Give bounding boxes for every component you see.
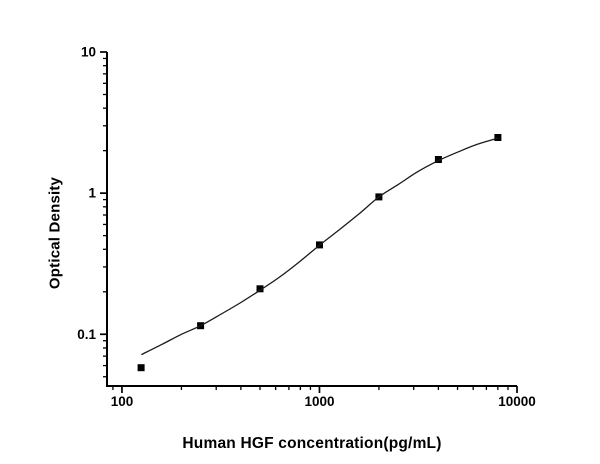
data-point-marker — [494, 134, 502, 141]
y-tick-label: 1 — [88, 186, 96, 201]
data-point-marker — [137, 364, 145, 372]
y-tick-label: 0.1 — [77, 327, 96, 342]
y-axis-title: Optical Density — [46, 176, 64, 290]
x-tick-label: 100 — [111, 394, 134, 409]
y-tick-label: 10 — [81, 45, 96, 60]
fit-curve — [141, 137, 499, 356]
x-tick-label: 10000 — [498, 394, 536, 409]
x-tick-label: 1000 — [304, 394, 334, 409]
x-axis-title: Human HGF concentration(pg/mL) — [182, 435, 442, 452]
data-point-marker — [256, 285, 264, 293]
data-point-marker — [434, 156, 442, 163]
